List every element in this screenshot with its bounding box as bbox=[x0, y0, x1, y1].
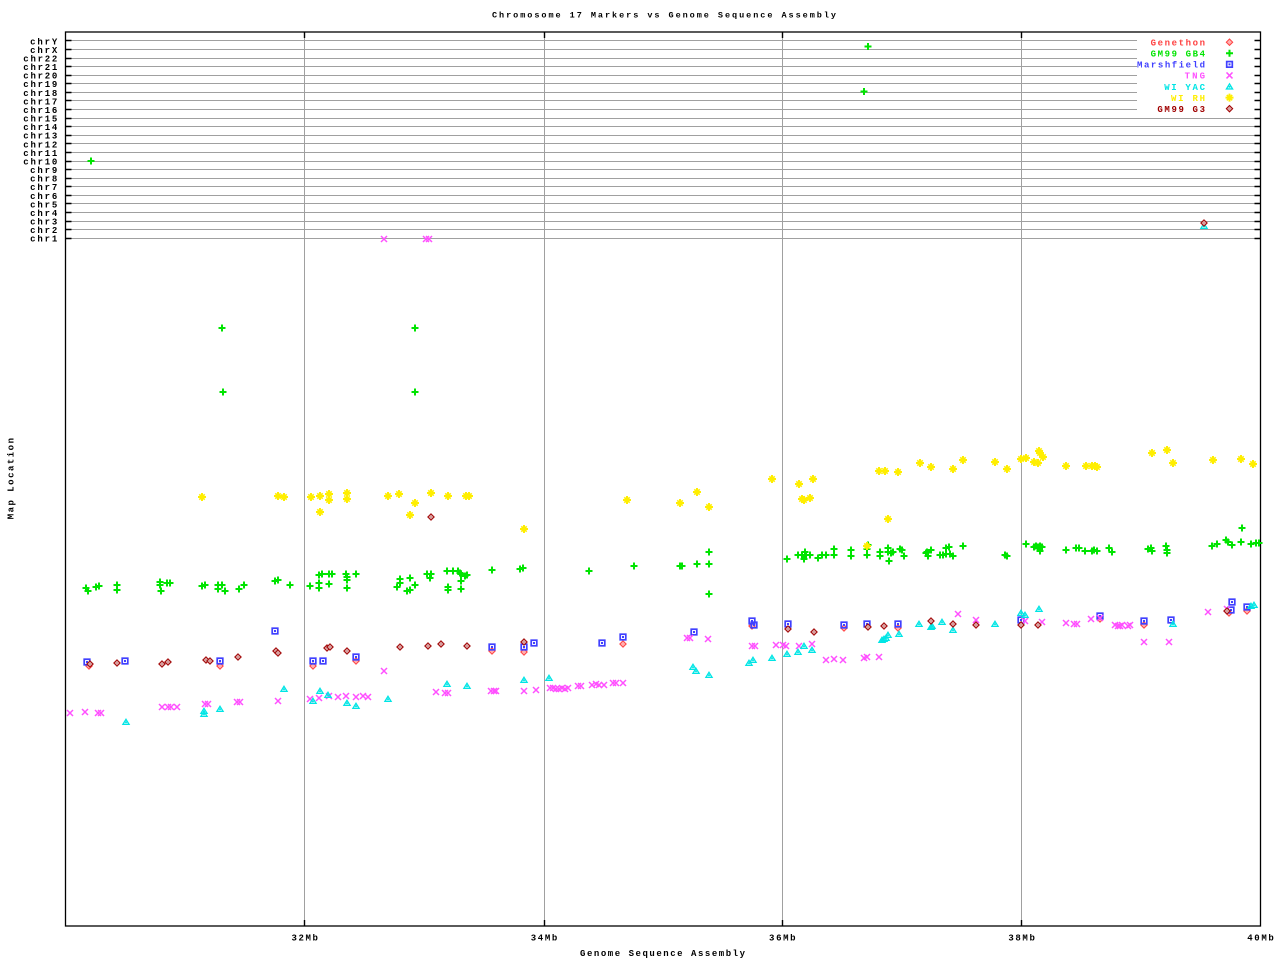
svg-text:chr9: chr9 bbox=[30, 166, 57, 176]
svg-text:chr22: chr22 bbox=[23, 54, 57, 64]
svg-text:chr15: chr15 bbox=[23, 115, 57, 125]
svg-text:chr8: chr8 bbox=[30, 175, 57, 185]
svg-text:chr7: chr7 bbox=[30, 183, 57, 193]
svg-text:GM99 G3: GM99 G3 bbox=[1157, 105, 1205, 115]
svg-text:Genome Sequence Assembly: Genome Sequence Assembly bbox=[580, 949, 746, 959]
svg-text:chr6: chr6 bbox=[30, 192, 57, 202]
svg-text:36Mb: 36Mb bbox=[769, 934, 796, 944]
svg-text:34Mb: 34Mb bbox=[531, 934, 558, 944]
svg-text:chrY: chrY bbox=[30, 37, 58, 47]
svg-text:Genethon: Genethon bbox=[1151, 39, 1205, 49]
svg-text:chr10: chr10 bbox=[23, 157, 57, 167]
svg-text:chr3: chr3 bbox=[30, 218, 57, 228]
svg-text:Map Location: Map Location bbox=[7, 438, 17, 519]
svg-text:chr12: chr12 bbox=[23, 140, 57, 150]
svg-text:Chromosome 17 Markers vs Genom: Chromosome 17 Markers vs Genome Sequence… bbox=[492, 10, 836, 20]
svg-text:WI RH: WI RH bbox=[1171, 94, 1205, 104]
svg-text:chr21: chr21 bbox=[23, 63, 58, 73]
svg-text:chrX: chrX bbox=[30, 46, 58, 56]
svg-text:chr11: chr11 bbox=[23, 149, 58, 159]
svg-text:chr16: chr16 bbox=[23, 106, 57, 116]
svg-text:chr14: chr14 bbox=[23, 123, 58, 133]
svg-text:chr17: chr17 bbox=[23, 97, 57, 107]
svg-text:WI YAC: WI YAC bbox=[1164, 83, 1205, 93]
svg-text:chr18: chr18 bbox=[23, 89, 57, 99]
svg-text:chr5: chr5 bbox=[30, 200, 57, 210]
svg-text:chr1: chr1 bbox=[30, 235, 58, 245]
svg-text:chr2: chr2 bbox=[30, 226, 57, 236]
svg-text:chr4: chr4 bbox=[30, 209, 58, 219]
svg-text:TNG: TNG bbox=[1185, 72, 1205, 82]
svg-text:chr19: chr19 bbox=[23, 80, 57, 90]
svg-text:chr20: chr20 bbox=[23, 72, 57, 82]
svg-text:GM99 GB4: GM99 GB4 bbox=[1151, 50, 1206, 60]
svg-text:40Mb: 40Mb bbox=[1247, 934, 1274, 944]
svg-text:38Mb: 38Mb bbox=[1008, 934, 1035, 944]
svg-text:Marshfield: Marshfield bbox=[1137, 61, 1205, 71]
svg-text:32Mb: 32Mb bbox=[291, 934, 318, 944]
svg-text:chr13: chr13 bbox=[23, 132, 57, 142]
